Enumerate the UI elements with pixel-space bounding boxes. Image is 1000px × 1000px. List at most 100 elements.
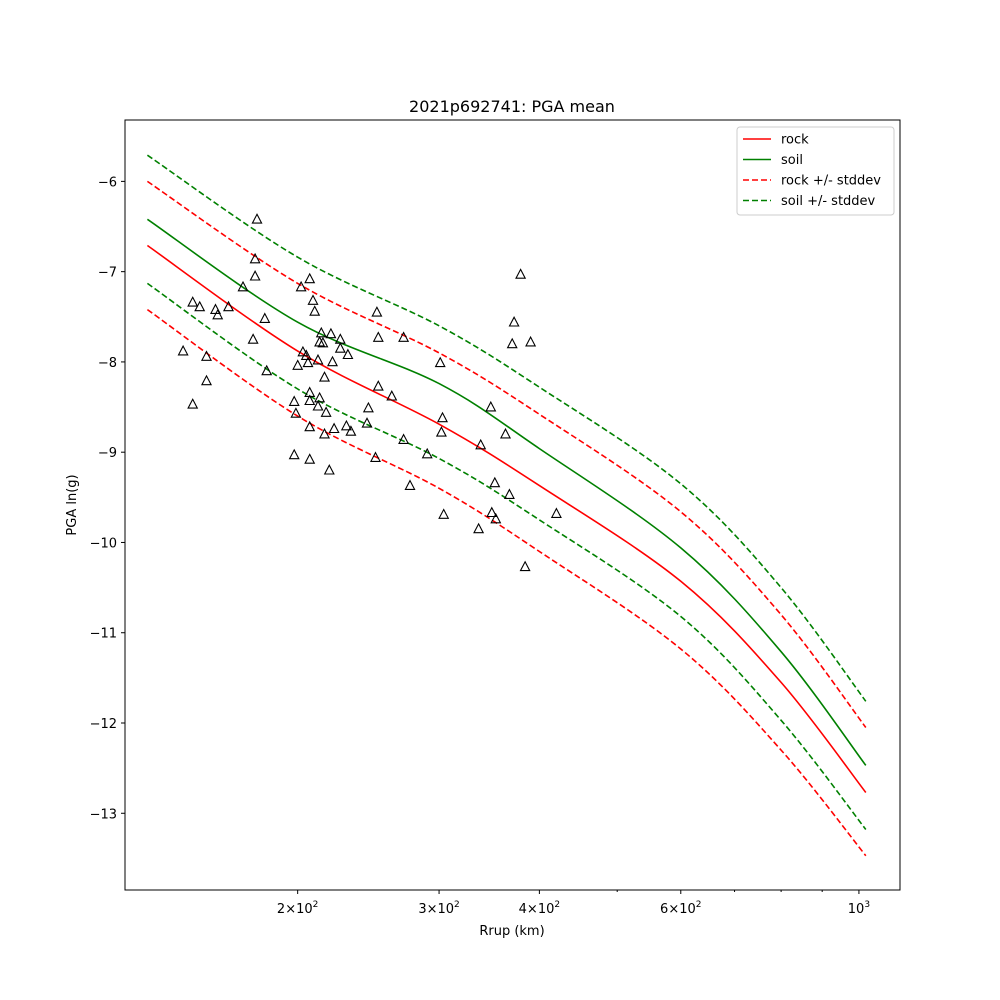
observation-point xyxy=(398,331,410,342)
series-line-lower-bound-5 xyxy=(146,282,867,830)
x-axis-label: Rrup (km) xyxy=(479,924,544,939)
observation-point xyxy=(361,417,373,428)
observation-point xyxy=(503,488,515,499)
observation-point xyxy=(259,312,271,323)
y-tick-label: −10 xyxy=(90,536,117,551)
observation-point xyxy=(212,308,224,320)
y-tick-label: −8 xyxy=(98,356,117,371)
observation-point xyxy=(398,433,410,444)
observation-point xyxy=(309,305,321,316)
observation-point xyxy=(312,353,324,365)
observation-point xyxy=(519,560,531,572)
observation-point xyxy=(249,252,261,264)
observation-point xyxy=(200,374,213,386)
observation-point xyxy=(292,359,304,370)
observation-point xyxy=(288,448,300,460)
legend-box xyxy=(736,126,895,216)
observation-point xyxy=(300,349,312,360)
observation-point xyxy=(304,420,316,432)
observation-point xyxy=(499,427,512,439)
observation-point xyxy=(187,296,199,307)
observation-point xyxy=(247,333,259,344)
x-tick-label: 2×102 xyxy=(277,900,318,917)
observation-point xyxy=(318,427,331,439)
observation-point xyxy=(302,356,314,368)
observation-point xyxy=(314,391,326,403)
observation-point xyxy=(297,345,309,357)
observation-point xyxy=(345,425,357,436)
legend-label: soil xyxy=(781,153,803,168)
observation-point xyxy=(315,326,327,338)
series-line-rock-0 xyxy=(146,244,867,793)
observation-point xyxy=(371,306,383,317)
observation-point xyxy=(288,395,300,406)
axis-ticks: −6 −7 −8 −9 −10 −11 −12 −13 2×102 3×102 4×102 6×102… xyxy=(90,175,871,917)
observation-point xyxy=(187,398,199,409)
observation-point xyxy=(434,356,446,368)
observation-point xyxy=(307,294,319,305)
observation-point xyxy=(386,390,398,401)
y-tick-label: −13 xyxy=(90,807,117,822)
observation-point xyxy=(328,422,340,434)
observation-point xyxy=(525,335,537,347)
observation-point xyxy=(404,479,416,490)
observation-point xyxy=(362,401,374,413)
y-tick-label: −7 xyxy=(98,266,117,281)
legend-label: rock xyxy=(781,133,809,148)
series-line-soil-1 xyxy=(146,218,867,766)
observation-point xyxy=(317,336,329,348)
legend: rock soil rock +/- stddev soil +/- stddev xyxy=(736,126,895,216)
plot-frame xyxy=(124,119,901,891)
observation-point xyxy=(290,407,302,418)
x-tick-label: 103 xyxy=(848,900,870,917)
observation-point xyxy=(304,272,316,284)
observation-point xyxy=(435,426,447,437)
observation-point xyxy=(342,348,354,360)
x-tick-label: 6×102 xyxy=(660,900,701,917)
observation-point xyxy=(473,522,485,534)
series-line-lower-bound-3 xyxy=(146,308,867,857)
observation-point xyxy=(320,406,332,417)
observation-point xyxy=(490,512,502,524)
observation-point xyxy=(436,411,449,423)
observation-point xyxy=(369,451,382,462)
y-axis-label: PGA ln(g) xyxy=(65,474,80,535)
observation-point xyxy=(475,438,487,450)
observation-point xyxy=(508,316,520,327)
observation-point xyxy=(421,447,433,459)
observation-point xyxy=(372,380,384,391)
observation-point xyxy=(438,508,450,519)
observation-point xyxy=(515,268,527,279)
plot-area xyxy=(146,154,867,857)
observation-point xyxy=(251,213,263,224)
chart-title: 2021p692741: PGA mean xyxy=(409,97,615,116)
observation-point xyxy=(222,300,235,312)
observation-point xyxy=(304,394,316,406)
observation-point xyxy=(295,280,307,292)
observation-point xyxy=(486,506,498,518)
observation-point xyxy=(325,327,337,339)
observation-point xyxy=(318,371,331,382)
y-tick-label: −11 xyxy=(90,627,117,642)
observation-point xyxy=(312,400,324,411)
observation-point xyxy=(334,342,346,353)
y-tick-label: −12 xyxy=(90,717,117,732)
observation-point xyxy=(249,270,261,281)
observation-point xyxy=(314,335,326,347)
x-tick-label: 4×102 xyxy=(519,900,560,917)
observation-point xyxy=(485,400,497,412)
y-tick-label: −6 xyxy=(98,175,117,190)
observation-point xyxy=(550,507,562,518)
observation-point xyxy=(200,350,213,361)
observation-point xyxy=(304,453,316,464)
observation-point xyxy=(261,364,273,376)
observation-point xyxy=(194,300,206,312)
observation-point xyxy=(340,419,352,431)
observation-point xyxy=(177,344,189,356)
legend-label: rock +/- stddev xyxy=(781,174,881,189)
observation-point xyxy=(326,355,339,367)
y-tick-label: −9 xyxy=(98,446,117,461)
observation-point xyxy=(372,331,384,342)
observation-point xyxy=(506,337,518,349)
